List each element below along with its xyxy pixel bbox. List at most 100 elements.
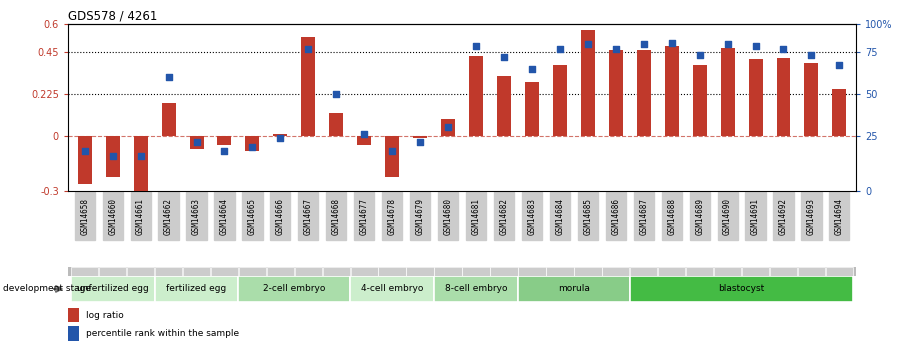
Text: development stage: development stage — [3, 284, 91, 294]
Bar — [71, 267, 99, 276]
Bar — [434, 276, 518, 302]
Bar — [379, 267, 406, 276]
Bar — [238, 276, 351, 302]
Text: 2-cell embryo: 2-cell embryo — [263, 284, 325, 294]
Point — [301, 46, 315, 51]
Bar — [238, 267, 266, 276]
Bar — [127, 267, 154, 276]
Point — [133, 153, 148, 159]
Bar — [658, 267, 685, 276]
Bar — [525, 82, 539, 136]
Bar — [833, 89, 846, 136]
Bar — [825, 267, 853, 276]
Bar — [106, 136, 120, 177]
Point — [832, 63, 846, 68]
Bar — [407, 267, 434, 276]
Bar — [553, 65, 567, 136]
Text: GDS578 / 4261: GDS578 / 4261 — [68, 10, 158, 23]
Bar — [770, 267, 797, 276]
Point — [748, 44, 763, 49]
Bar — [434, 267, 462, 276]
Bar — [693, 65, 707, 136]
Point — [217, 149, 232, 154]
Bar — [609, 50, 622, 136]
Bar — [630, 267, 658, 276]
Bar — [581, 30, 595, 136]
Text: unfertilized egg: unfertilized egg — [77, 284, 149, 294]
Bar — [776, 58, 790, 136]
Point — [496, 54, 511, 60]
Bar — [742, 267, 769, 276]
Bar — [385, 136, 400, 177]
Text: fertilized egg: fertilized egg — [167, 284, 226, 294]
Bar — [71, 276, 155, 302]
Bar — [329, 114, 343, 136]
Point — [357, 131, 371, 137]
Bar — [217, 136, 231, 145]
Bar — [469, 56, 483, 136]
Bar — [798, 267, 825, 276]
Point — [161, 75, 176, 80]
Bar — [189, 136, 204, 149]
Point — [105, 153, 120, 159]
Bar — [134, 136, 148, 195]
Bar — [68, 308, 80, 322]
Bar — [155, 276, 238, 302]
Bar — [518, 276, 630, 302]
Point — [553, 46, 567, 51]
Bar — [441, 119, 455, 136]
Bar — [637, 50, 651, 136]
Text: morula: morula — [558, 284, 590, 294]
Point — [720, 41, 735, 47]
Bar — [294, 267, 322, 276]
Bar — [574, 267, 602, 276]
Point — [581, 41, 595, 47]
Bar — [462, 267, 490, 276]
Bar — [99, 267, 126, 276]
Bar — [546, 267, 573, 276]
Point — [413, 140, 428, 145]
Bar — [302, 37, 315, 136]
Point — [637, 41, 651, 47]
Bar — [155, 267, 182, 276]
Text: blastocyst: blastocyst — [718, 284, 765, 294]
Bar — [351, 276, 434, 302]
Bar — [351, 267, 378, 276]
Bar — [357, 136, 371, 145]
Point — [692, 53, 707, 58]
Bar — [490, 267, 517, 276]
Bar — [714, 267, 741, 276]
Bar — [602, 267, 630, 276]
Point — [273, 135, 287, 141]
Point — [468, 44, 483, 49]
Point — [805, 53, 819, 58]
Bar — [274, 134, 287, 136]
Bar — [518, 267, 545, 276]
Point — [385, 149, 400, 154]
Bar — [748, 59, 763, 136]
Text: 4-cell embryo: 4-cell embryo — [361, 284, 423, 294]
Bar — [68, 326, 80, 341]
Text: 8-cell embryo: 8-cell embryo — [445, 284, 507, 294]
Point — [246, 144, 260, 150]
Bar — [161, 103, 176, 136]
Bar — [630, 276, 853, 302]
Bar — [246, 136, 259, 150]
Bar — [266, 267, 294, 276]
Bar — [686, 267, 713, 276]
Point — [441, 125, 456, 130]
Bar — [805, 63, 818, 136]
Point — [189, 140, 204, 145]
Bar — [183, 267, 210, 276]
Point — [525, 66, 539, 71]
Bar — [497, 76, 511, 136]
Bar — [211, 267, 238, 276]
Point — [609, 46, 623, 51]
Bar — [78, 136, 92, 184]
Bar — [720, 48, 735, 136]
Point — [329, 91, 343, 97]
Point — [78, 149, 92, 154]
Text: log ratio: log ratio — [86, 311, 124, 320]
Bar — [323, 267, 350, 276]
Point — [776, 46, 791, 51]
